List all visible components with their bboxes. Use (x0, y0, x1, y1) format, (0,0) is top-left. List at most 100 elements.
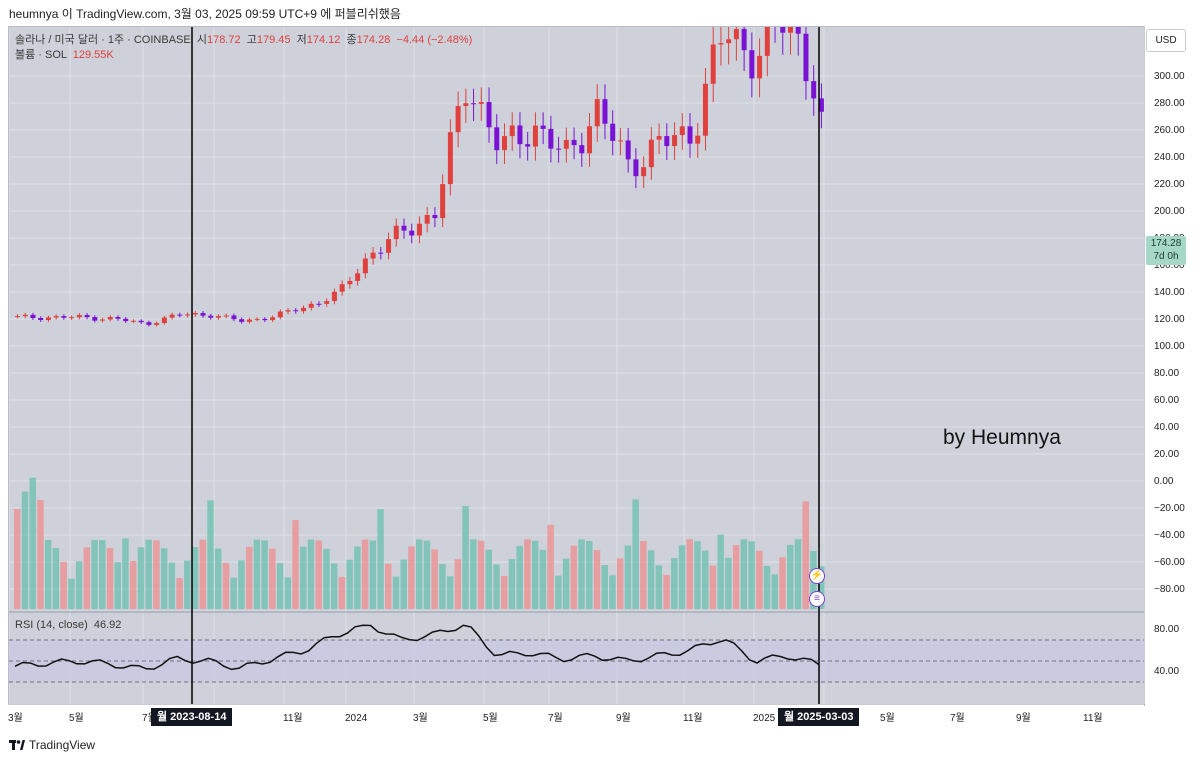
bar-countdown: 7d 0h (1153, 251, 1179, 262)
volume-bar (624, 545, 632, 609)
volume-label[interactable]: 볼륨 · SOL (15, 49, 67, 61)
low-value: 174.12 (306, 34, 341, 46)
candle-body (656, 136, 662, 140)
candle-body (517, 125, 523, 145)
volume-bar (99, 540, 106, 609)
volume-bar (346, 559, 353, 609)
candle-body (301, 307, 307, 312)
candle-body (610, 123, 616, 141)
candle-body (185, 314, 191, 316)
volume-bar (763, 565, 771, 609)
candle-body (641, 167, 647, 177)
volume-bar (655, 565, 663, 609)
candle-body (285, 310, 291, 312)
candle-body (509, 125, 515, 137)
volume-bar (678, 545, 686, 609)
candle-body (169, 314, 175, 318)
tradingview-logo[interactable]: TradingView (9, 738, 95, 752)
candle-body (556, 148, 562, 150)
price-axis[interactable]: 300.00280.00260.00240.00220.00200.00180.… (1144, 26, 1195, 704)
candle-body (239, 319, 245, 322)
candlestick-chart[interactable] (9, 27, 1144, 705)
candle-body (146, 322, 152, 325)
candle-body (803, 33, 809, 82)
candle-body (92, 317, 98, 321)
candle-body (362, 258, 368, 274)
volume-bar (562, 558, 570, 609)
volume-bar (122, 538, 129, 609)
candle-body (262, 318, 268, 321)
volume-bar (153, 540, 160, 609)
change-value: −4.44 (−2.48%) (396, 34, 473, 46)
rsi-line (14, 624, 820, 671)
volume-bar (555, 575, 562, 609)
volume-bar (694, 541, 701, 609)
volume-bar (732, 545, 740, 609)
candle-body (130, 320, 136, 322)
price-tick: 100.00 (1154, 341, 1185, 352)
crosshair-date-left: 월 2023-08-14 (151, 708, 233, 726)
volume-bar (292, 520, 299, 609)
us-flag-icon[interactable]: ≡ (809, 591, 825, 607)
volume-bar (184, 560, 191, 609)
candle-body (818, 98, 824, 112)
volume-bar (160, 548, 168, 609)
candle-body (161, 317, 167, 324)
candle-body (15, 316, 20, 318)
price-tick: −60.00 (1154, 557, 1185, 568)
volume-bar (377, 509, 384, 609)
candle-body (780, 27, 786, 33)
price-tick: −40.00 (1154, 530, 1185, 541)
candle-body (749, 50, 755, 79)
rsi-tick: 80.00 (1154, 624, 1179, 635)
candle-body (138, 320, 144, 323)
candle-body (579, 145, 585, 154)
candle-body (316, 303, 322, 305)
volume-value: 129.55K (72, 49, 114, 61)
candle-body (733, 28, 739, 40)
close-value: 174.28 (356, 34, 391, 46)
volume-bar (500, 575, 508, 609)
volume-bar (129, 560, 137, 609)
candle-body (393, 225, 399, 240)
currency-button[interactable]: USD (1146, 29, 1186, 52)
candle-body (270, 317, 276, 321)
candle-body (447, 132, 453, 185)
time-tick: 11월 (683, 712, 703, 724)
candle-body (726, 39, 732, 44)
time-tick: 7월 (950, 712, 965, 724)
volume-bar (593, 550, 601, 609)
volume-bar (168, 562, 176, 609)
volume-bar (802, 501, 809, 609)
time-tick: 9월 (616, 712, 631, 724)
high-value: 179.45 (256, 34, 291, 46)
volume-bar (578, 539, 585, 609)
candle-body (571, 139, 577, 146)
volume-bar (485, 549, 493, 609)
volume-bar (14, 509, 21, 609)
price-tick: −20.00 (1154, 503, 1185, 514)
volume-bar (230, 577, 237, 609)
volume-bar (176, 577, 183, 609)
candle-body (324, 301, 330, 304)
candle-body (741, 28, 747, 51)
candle-body (424, 215, 430, 224)
volume-bar (106, 548, 114, 609)
symbol-name[interactable]: 솔라나 / 미국 달러 · 1주 · COINBASE (15, 34, 191, 46)
volume-bar (284, 577, 292, 609)
chart-pane[interactable] (8, 26, 1145, 706)
price-tick: 0.00 (1154, 476, 1174, 487)
candle-body (788, 27, 793, 33)
volume-bar (740, 539, 748, 609)
rsi-label[interactable]: RSI (14, close) (15, 619, 88, 631)
time-tick: 9월 (1016, 712, 1031, 724)
candle-body (648, 139, 654, 168)
lightning-icon[interactable]: ⚡ (809, 568, 825, 584)
candle-body (795, 27, 801, 34)
volume-bar (29, 477, 36, 609)
candle-body (401, 225, 407, 231)
volume-bar (640, 541, 647, 609)
candle-body (757, 55, 763, 79)
volume-bar (52, 547, 60, 609)
volume-bar (207, 500, 214, 609)
